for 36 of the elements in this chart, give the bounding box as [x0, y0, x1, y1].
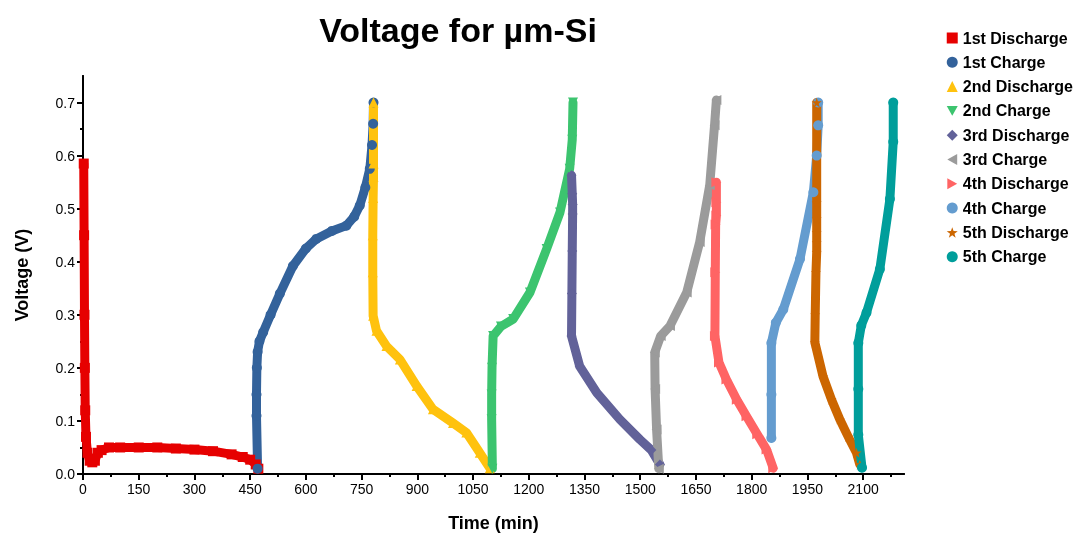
y-tick-label: 0.4 [55, 253, 76, 270]
legend-label: 5th Charge [962, 248, 1047, 266]
legend-label: 5th Discharge [962, 223, 1069, 241]
y-axis-title: Voltage (V) [12, 228, 32, 322]
y-tick-label: 0.0 [55, 466, 76, 482]
y-tick-label: 0.1 [55, 412, 76, 429]
legend-label: 1st Discharge [962, 29, 1068, 47]
x-tick-label: 300 [182, 481, 207, 497]
x-tick-label: 600 [294, 481, 318, 497]
y-tick-label: 0.5 [55, 200, 76, 217]
x-tick-label: 1200 [513, 481, 545, 497]
x-axis-title: Time (min) [448, 513, 539, 533]
x-tick-label: 1050 [457, 481, 489, 497]
x-tick-label: 1350 [568, 481, 601, 497]
legend-label: 4th Discharge [962, 175, 1069, 193]
chart-title: Voltage for µm-Si [319, 11, 597, 49]
x-tick-label: 900 [405, 481, 430, 497]
legend-label: 4th Charge [962, 199, 1047, 217]
x-tick-label: 1500 [624, 481, 657, 497]
x-tick-label: 2100 [847, 481, 879, 497]
y-tick-label: 0.3 [55, 306, 76, 323]
legend-label: 1st Charge [962, 53, 1046, 71]
y-tick-label: 0.2 [55, 359, 76, 376]
y-tick-label: 0.6 [55, 147, 76, 164]
x-tick-label: 750 [349, 481, 374, 497]
x-tick-label: 150 [127, 481, 151, 497]
x-tick-label: 1950 [791, 481, 824, 497]
x-tick-label: 1800 [736, 481, 768, 497]
legend-label: 2nd Charge [962, 102, 1051, 120]
x-tick-label: 450 [238, 481, 263, 497]
legend-label: 3rd Charge [962, 151, 1048, 168]
x-tick-label: 1650 [680, 481, 712, 497]
x-tick-label: 0 [79, 481, 88, 497]
y-tick-label: 0.7 [55, 94, 76, 111]
legend-label: 2nd Discharge [962, 78, 1074, 96]
legend-label: 3rd Discharge [962, 126, 1070, 144]
